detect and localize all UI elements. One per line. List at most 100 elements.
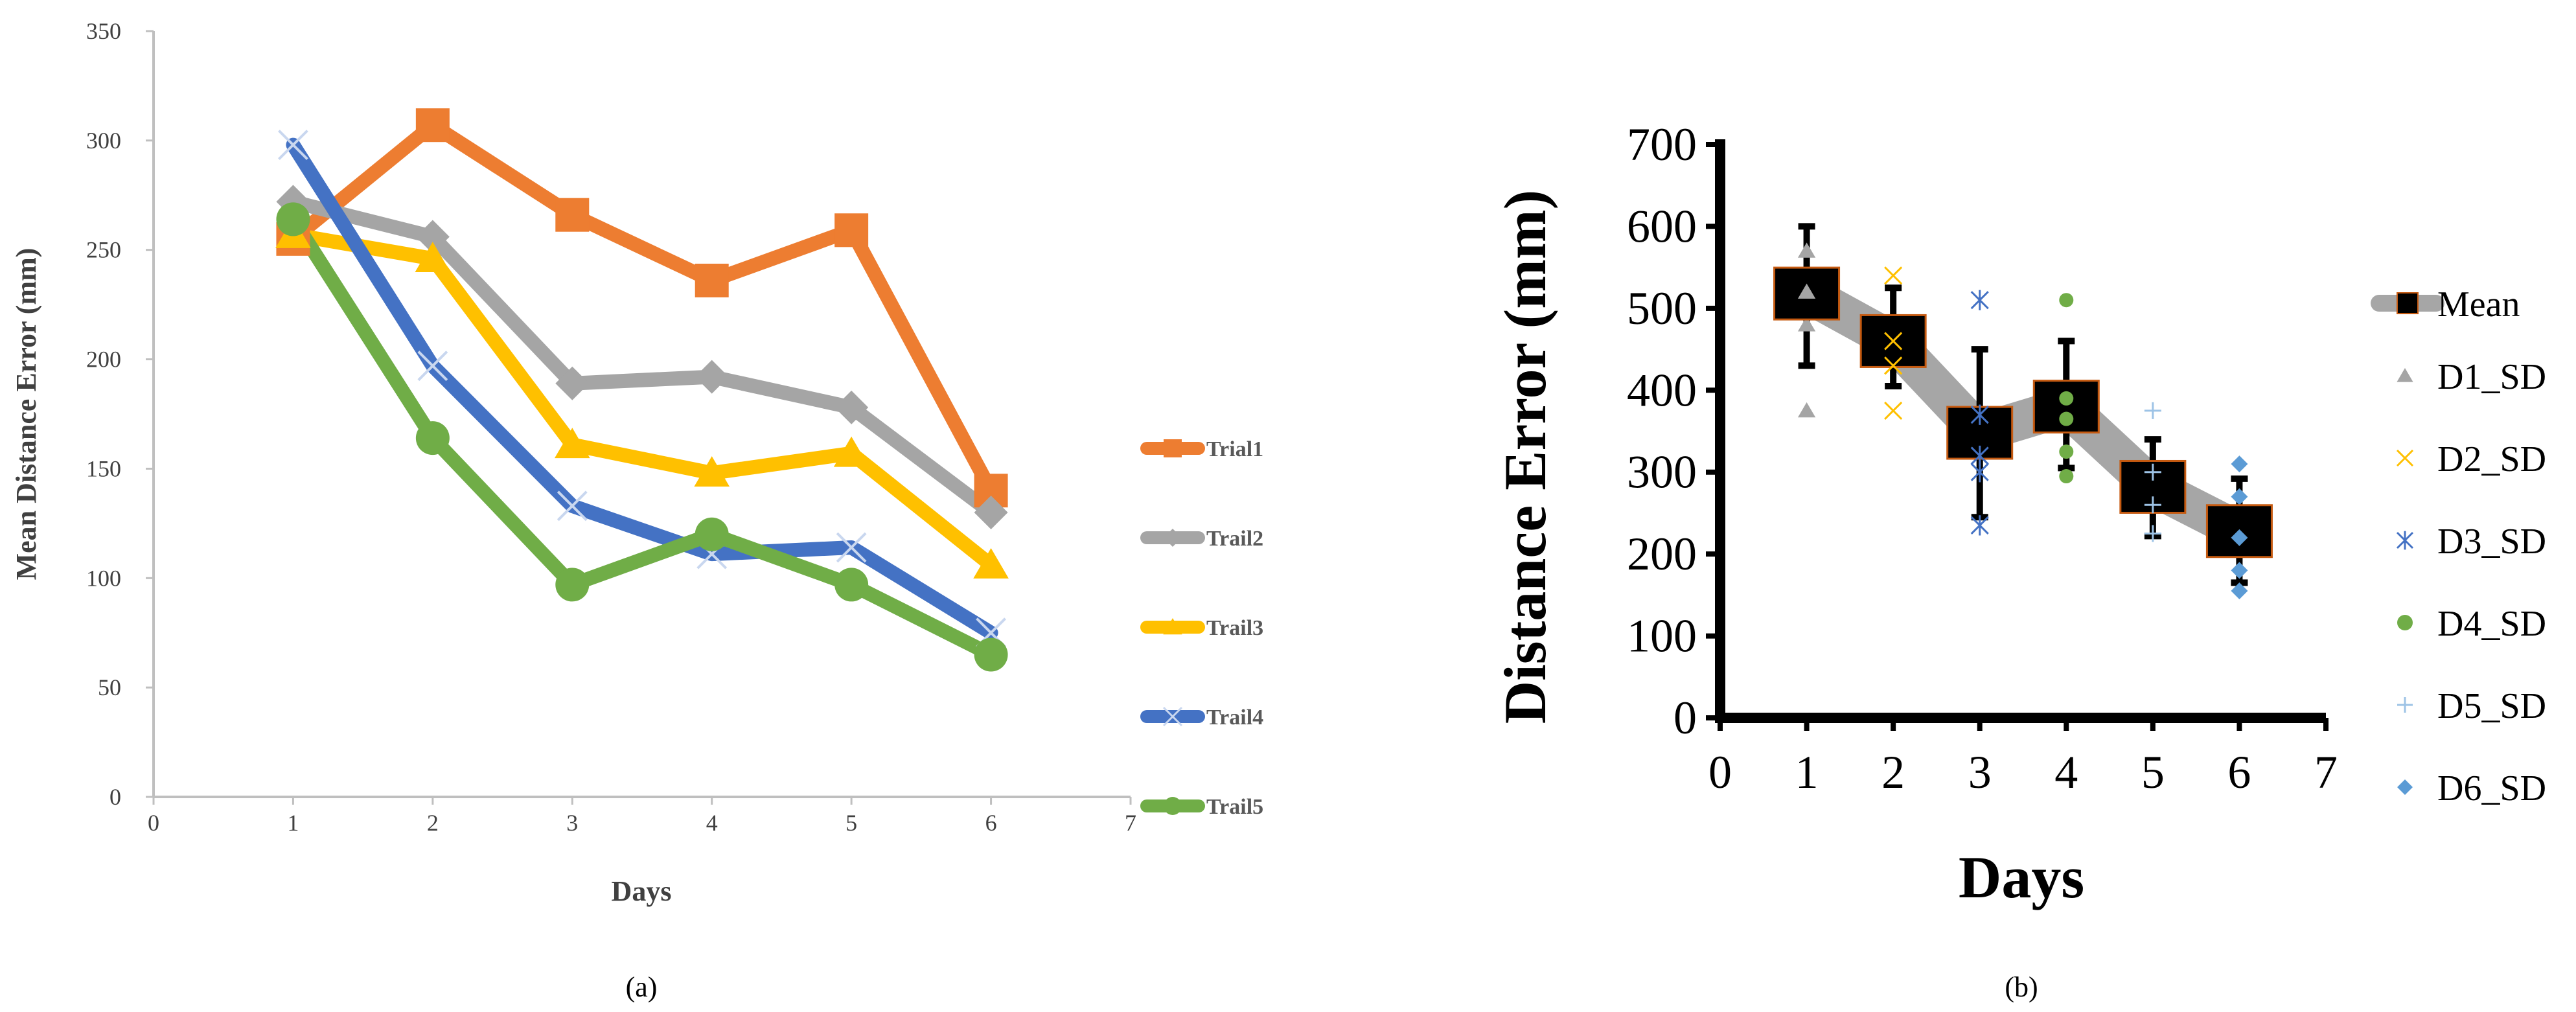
chart-b-data-point	[1884, 401, 1903, 420]
chart-b: 0 1 2 3 4 5 6 7 0 100 200 300 400 500 600 700 Mean D1_SD…	[1492, 119, 2546, 1003]
chart-b-data-point	[2144, 402, 2161, 419]
chart-b-data-point	[2231, 455, 2248, 473]
chart-b-x-tick-label: 7	[2314, 746, 2338, 798]
chart-a-y-tick-label: 0	[109, 784, 121, 810]
chart-a-series-line	[286, 212, 998, 662]
chart-b-legend-label: D3_SD	[2437, 522, 2546, 562]
chart-a-data-point	[415, 108, 450, 143]
chart-a-data-point	[555, 568, 590, 602]
chart-a-data-point	[276, 202, 310, 236]
chart-b-y-tick-label: 200	[1627, 528, 1697, 580]
chart-b-legend-marker	[2397, 615, 2413, 630]
chart-a-y-tick-label: 300	[86, 128, 121, 154]
chart-b-y-tick-label: 0	[1673, 692, 1697, 744]
chart-a-data-point	[555, 198, 590, 232]
chart-b-legend-marker	[2396, 531, 2414, 550]
chart-b-data-point	[1884, 266, 1903, 285]
chart-b-y-tick-label: 100	[1627, 610, 1697, 662]
chart-b-data-point	[1970, 515, 1989, 536]
chart-a-data-point	[974, 638, 1008, 672]
chart-a-data-point	[695, 263, 729, 297]
chart-b-data-point	[2059, 391, 2074, 406]
chart-b-data-point	[1884, 332, 1903, 351]
chart-a-data-point	[415, 220, 450, 254]
chart-a-data-point	[974, 495, 1008, 529]
chart-b-y-tick-label: 300	[1627, 446, 1697, 498]
chart-a-data-point	[555, 366, 590, 400]
chart-a-data-point	[554, 428, 590, 459]
chart-a-data-point	[557, 490, 588, 522]
chart-a-legend-label: Trail5	[1206, 795, 1263, 819]
chart-b-legend-marker	[2397, 368, 2413, 382]
chart-b-data-point	[2059, 293, 2074, 308]
chart-b-data-point	[2144, 463, 2161, 481]
chart-a-legend-label: Trail4	[1206, 706, 1263, 730]
chart-a-x-tick-label: 0	[148, 810, 159, 836]
chart-a-data-point	[834, 213, 869, 247]
chart-b-x-tick-label: 1	[1795, 746, 1819, 798]
chart-a-legend-marker	[1162, 706, 1183, 727]
chart-a-data-point	[415, 242, 451, 273]
chart-b-data-point	[1797, 283, 1816, 299]
chart-a-x-tick-label: 3	[566, 810, 578, 836]
chart-a-x-tick-label: 1	[287, 810, 299, 836]
chart-a-y-tick-label: 200	[86, 347, 121, 373]
chart-a-x-tick-label: 6	[985, 810, 997, 836]
chart-a-x-label: Days	[612, 875, 672, 907]
chart-a-data-point	[695, 360, 729, 394]
chart-b-legend-label: D1_SD	[2437, 357, 2546, 397]
chart-b-data-point	[1970, 445, 1989, 466]
chart-b-legend-mean-marker	[2397, 292, 2419, 314]
chart-b-x-tick-label: 5	[2141, 746, 2165, 798]
chart-a-y-tick-label: 250	[86, 237, 121, 263]
chart-b-x-tick-label: 4	[2054, 746, 2078, 798]
chart-a-series-line	[286, 118, 998, 498]
chart-b-legend-label: Mean	[2437, 284, 2520, 325]
chart-a-data-point	[695, 517, 729, 551]
chart-b-data-point	[2059, 444, 2074, 459]
chart-b-legend-marker	[2397, 697, 2413, 713]
chart-a-data-point	[417, 351, 448, 382]
chart-a-panel-label: (a)	[626, 971, 658, 1003]
chart-a-data-point	[278, 130, 308, 161]
chart-a-legend-marker	[1164, 797, 1182, 815]
chart-b-data-point	[1797, 402, 1816, 418]
chart-b-data-point	[2231, 529, 2248, 546]
chart-a-y-tick-label: 150	[86, 455, 121, 481]
chart-a-y-tick-label: 350	[86, 18, 121, 44]
chart-a-series-line	[286, 194, 998, 520]
chart-a-series-line	[286, 137, 998, 640]
chart-b-data-point	[1797, 316, 1816, 332]
chart-a-legend-label: Trail3	[1206, 616, 1263, 640]
chart-b-data-point	[1797, 242, 1816, 258]
chart-b-y-tick-label: 500	[1627, 282, 1697, 334]
chart-b-x-tick-label: 3	[1968, 746, 1992, 798]
chart-a-y-label: Mean Distance Error (mm)	[10, 248, 42, 581]
chart-a-legend-label: Trial1	[1206, 437, 1263, 461]
chart-b-data-point	[1970, 290, 1989, 310]
chart-b-legend-marker	[2396, 449, 2414, 467]
chart-b-y-label: Distance Error (mm)	[1492, 190, 1558, 724]
chart-a-x-tick-label: 4	[706, 810, 718, 836]
chart-a-y-tick-label: 100	[86, 565, 121, 591]
chart-b-data-point	[1884, 356, 1903, 375]
chart-b-x-label: Days	[1959, 844, 2084, 910]
chart-a-data-point	[415, 421, 450, 455]
chart-b-y-tick-label: 600	[1627, 200, 1697, 252]
chart-b-data-point	[2059, 411, 2074, 426]
chart-a-y-tick-label: 50	[98, 674, 121, 700]
chart-a-data-point	[973, 548, 1009, 579]
chart-a-legend-marker	[1164, 529, 1182, 547]
chart-a-x-tick-label: 7	[1125, 810, 1136, 836]
chart-b-x-tick-label: 0	[1708, 746, 1732, 798]
chart-b-data-point	[2144, 496, 2161, 514]
chart-b-x-tick-label: 2	[1881, 746, 1905, 798]
chart-a-x-tick-label: 5	[845, 810, 857, 836]
chart-a-data-point	[834, 568, 869, 602]
chart-a-legend-label: Trail2	[1206, 527, 1263, 551]
chart-b-legend-label: D2_SD	[2437, 439, 2546, 479]
chart-b-data-point	[2231, 488, 2248, 505]
chart-b-data-point	[2144, 525, 2161, 542]
chart-b-legend-label: D5_SD	[2437, 686, 2546, 726]
